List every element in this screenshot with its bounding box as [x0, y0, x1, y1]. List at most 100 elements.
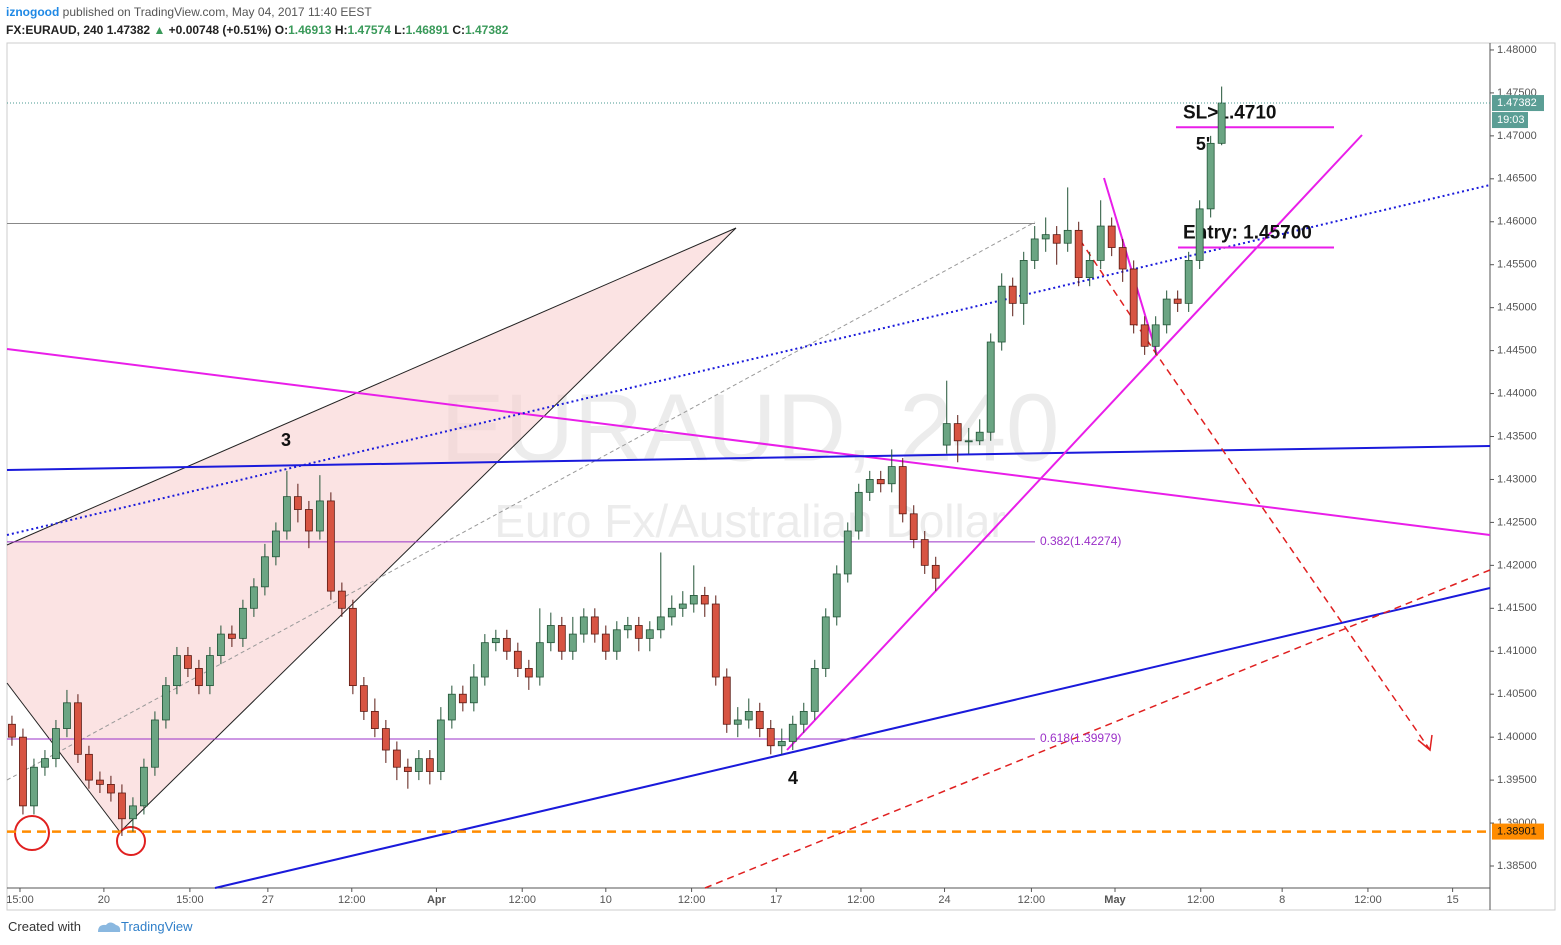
candle-body [1096, 225, 1105, 261]
candle-body [1129, 268, 1138, 326]
candle-body [964, 440, 973, 443]
candle-body [1217, 102, 1226, 144]
candle-body [348, 607, 357, 687]
candle-body [184, 655, 192, 669]
y-tick-label: 1.39500 [1497, 774, 1537, 786]
author[interactable]: iznogood [6, 5, 60, 19]
candle-body [30, 766, 38, 807]
candle-body [689, 595, 698, 605]
candle-body [722, 676, 731, 725]
candle-body [425, 758, 434, 772]
candle-body [700, 595, 709, 605]
candle-body [821, 616, 830, 669]
candle-body [74, 702, 82, 755]
created-with: Created with [8, 919, 81, 934]
candle-body [491, 637, 500, 644]
candle-body [656, 616, 665, 631]
candle-body [370, 710, 379, 729]
trendline [6, 348, 1491, 536]
candle-body [810, 668, 819, 712]
candle-body [315, 500, 324, 532]
candle-body [118, 792, 126, 820]
watermark-subtitle: Euro Fx/Australian Dollar [494, 495, 1005, 547]
y-tick-label: 1.43000 [1497, 473, 1537, 485]
y-tick-label: 1.44500 [1497, 345, 1537, 357]
last-price-box [1492, 95, 1544, 112]
y-tick-label: 1.40500 [1497, 688, 1537, 700]
x-tick-label: 8 [1279, 894, 1285, 906]
candle-body [1074, 229, 1083, 278]
brand[interactable]: TradingView [120, 919, 193, 934]
arrow-head [1417, 734, 1433, 752]
level-price-label: 1.38901 [1497, 825, 1537, 837]
candle-body [887, 466, 896, 485]
last-price: 1.47382 [106, 23, 151, 37]
circle-marker [14, 815, 50, 851]
candle-body [381, 728, 390, 751]
candle-body [1008, 285, 1017, 304]
y-tick-label: 1.41000 [1497, 645, 1537, 657]
l-label: L: [394, 23, 406, 37]
c-label: C: [452, 23, 465, 37]
candle-body [1151, 324, 1160, 347]
candle-body [678, 603, 687, 609]
candle-body [436, 719, 445, 772]
x-tick-label: 12:00 [678, 894, 706, 906]
circle-marker [116, 826, 146, 856]
trendline [6, 184, 1491, 536]
y-tick-label: 1.40000 [1497, 731, 1537, 743]
candle-body [1195, 208, 1204, 261]
candle-body [41, 758, 49, 768]
wave-label: 5' [1196, 134, 1210, 154]
h-label: H: [334, 23, 348, 37]
candle-body [216, 633, 225, 656]
candle-body [162, 685, 170, 721]
trendline [6, 445, 1491, 471]
y-tick-label: 1.43500 [1497, 430, 1537, 442]
countdown: 19:03 [1497, 114, 1525, 126]
candle-body [931, 564, 940, 579]
published: published on TradingView.com, May 04, 20… [62, 5, 372, 19]
candle-body [744, 710, 753, 721]
y-tick-label: 1.41500 [1497, 602, 1537, 614]
candle-body [1107, 225, 1116, 248]
symbol: FX:EURAUD, 240 [6, 23, 104, 37]
x-tick-label: 24 [938, 894, 950, 906]
x-tick-label: 12:00 [1354, 894, 1382, 906]
y-tick-label: 1.44000 [1497, 387, 1537, 399]
candle-body [623, 625, 632, 631]
candle-body [1140, 324, 1149, 347]
x-tick-label: 12:00 [338, 894, 366, 906]
candle-body [986, 341, 995, 433]
candle-body [1206, 142, 1215, 210]
trendline [704, 569, 1491, 889]
x-tick-label: 15:00 [6, 894, 34, 906]
candle-body [854, 491, 863, 532]
trendline [6, 227, 737, 546]
level-label: Entry: 1.45700 [1183, 223, 1312, 244]
x-tick-label: 20 [98, 894, 110, 906]
candle-body [140, 766, 148, 807]
candle-body [1118, 247, 1127, 270]
fib-diagonal [6, 221, 1036, 781]
footer: Created with TradingView [8, 919, 193, 934]
candle-body [942, 423, 951, 446]
logo [98, 922, 121, 932]
x-tick-label: Apr [427, 894, 447, 906]
candle-body [414, 758, 423, 772]
candle-body [151, 719, 159, 768]
candle-body [107, 784, 115, 794]
candle-body [337, 590, 346, 609]
y-tick-label: 1.42500 [1497, 516, 1537, 528]
candle-body [403, 766, 412, 772]
countdown-box [1492, 112, 1528, 129]
candle-body [711, 603, 720, 678]
candle-body [953, 423, 962, 442]
candle-body [458, 693, 467, 704]
trendline [786, 134, 1363, 751]
h-value: 1.47574 [347, 23, 391, 37]
candle-body [96, 779, 104, 785]
candle-body [557, 625, 566, 652]
candle-body [634, 625, 643, 639]
